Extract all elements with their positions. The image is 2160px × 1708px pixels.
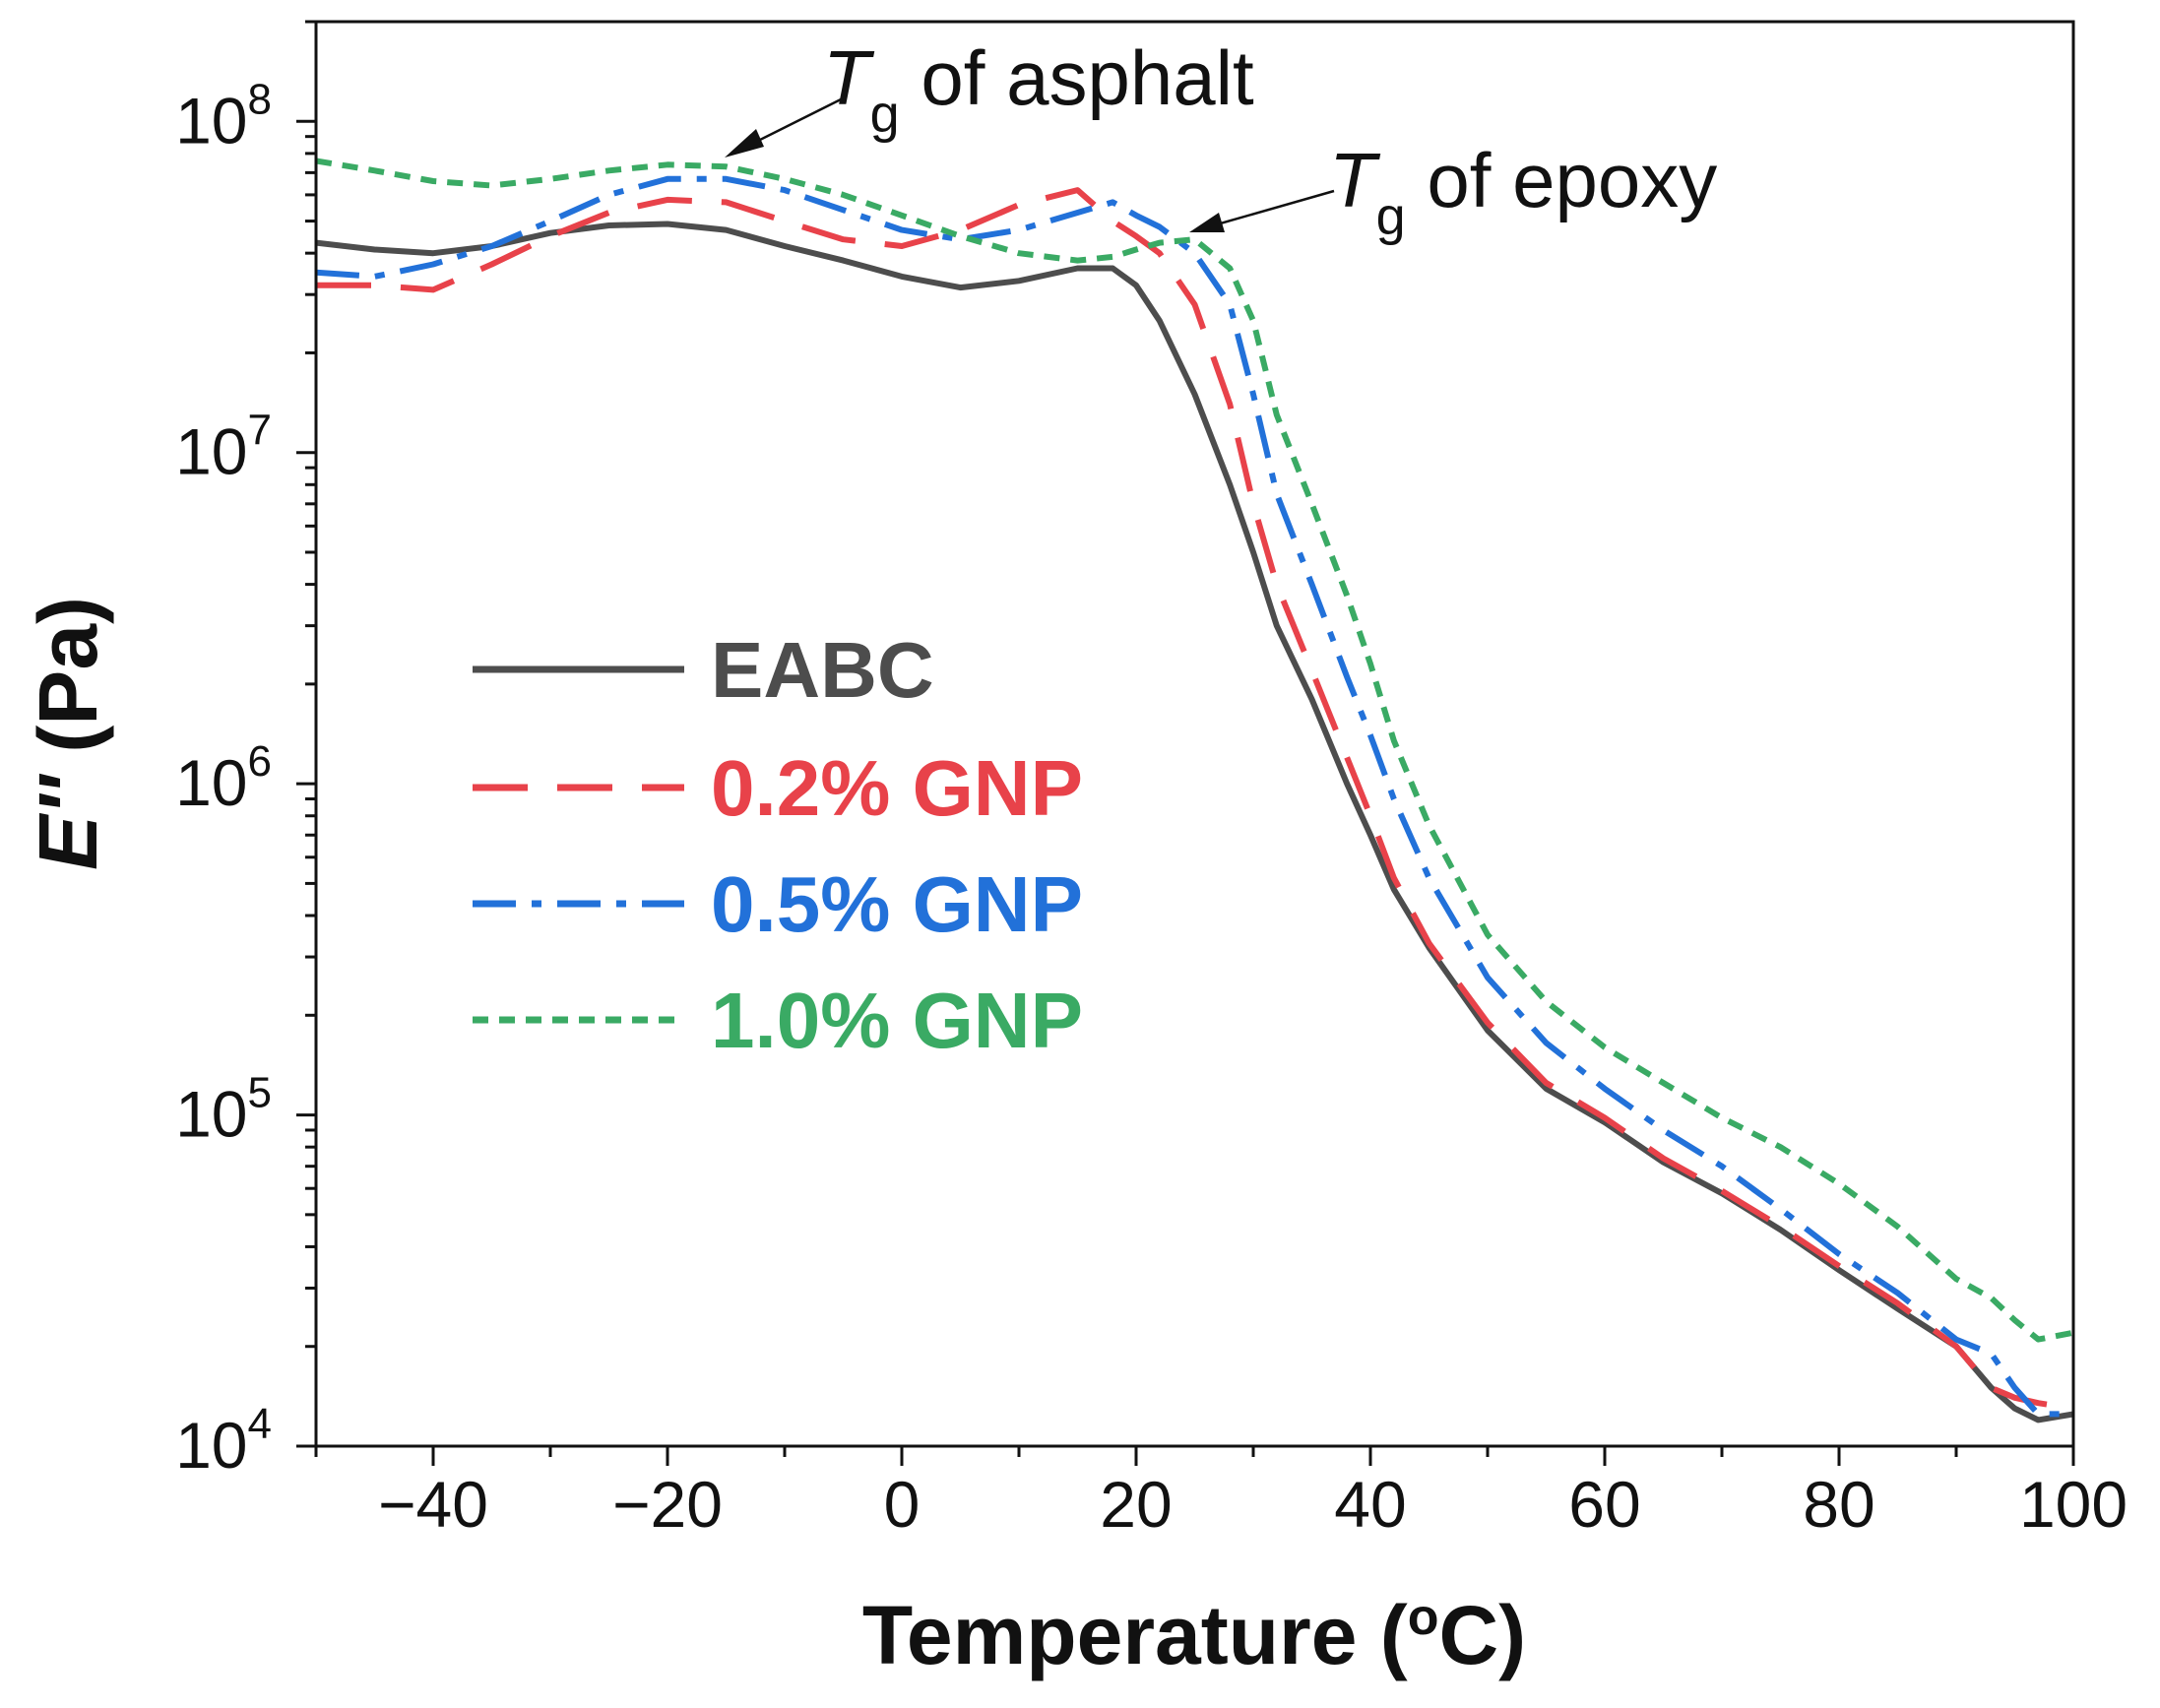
- x-axis-title-unit: C): [1439, 1589, 1527, 1681]
- annotation-tg-epoxy: Tg of epoxy: [1189, 137, 1717, 246]
- x-axis-title-main: Temperature (: [862, 1589, 1408, 1681]
- x-axis-ticks: −40 −20 0 20 40 60 80 100: [314, 1446, 2128, 1541]
- annotation-arrowhead-asphalt: [725, 129, 764, 158]
- series-line-0-5-gnp: [316, 175, 2073, 1418]
- annotation-subscript-asphalt: g: [870, 85, 900, 144]
- y-tick-label: 105: [175, 1069, 272, 1151]
- annotation-subscript-epoxy: g: [1376, 187, 1406, 246]
- annotation-tg-asphalt: Tg of asphalt: [725, 34, 1254, 158]
- annotation-symbol-epoxy: T: [1329, 137, 1381, 223]
- y-tick-base: 10: [175, 1409, 247, 1482]
- y-tick-exponent: 4: [248, 1400, 272, 1448]
- y-tick-base: 10: [175, 415, 247, 488]
- y-axis-title: E'' (Pa): [22, 597, 114, 870]
- y-tick-base: 10: [175, 84, 247, 157]
- x-tick-label: 80: [1803, 1468, 1874, 1541]
- y-axis-title-unit: (Pa): [22, 597, 114, 776]
- x-tick-label: −40: [378, 1468, 488, 1541]
- y-tick-label: 104: [175, 1400, 272, 1482]
- annotation-label-asphalt: Tg of asphalt: [823, 34, 1254, 144]
- annotation-label-epoxy: Tg of epoxy: [1329, 137, 1717, 246]
- legend: EABC 0.2% GNP 0.5% GNP 1.0% GNP: [473, 626, 1083, 1064]
- annotation-text-asphalt: of asphalt: [900, 34, 1254, 121]
- y-tick-label: 107: [175, 407, 272, 488]
- y-tick-label: 108: [175, 75, 272, 157]
- x-tick-label: 20: [1100, 1468, 1172, 1541]
- series-line-1-0-gnp: [316, 158, 2073, 1343]
- y-tick-label: 106: [175, 737, 272, 819]
- x-tick-label: 0: [884, 1468, 921, 1541]
- x-axis-title: Temperature (oC): [862, 1589, 1526, 1681]
- x-tick-label: −20: [612, 1468, 723, 1541]
- series-layer: [316, 158, 2073, 1423]
- x-axis-title-degree: o: [1408, 1589, 1439, 1646]
- y-tick-exponent: 8: [248, 75, 272, 123]
- x-tick-label: 60: [1568, 1468, 1640, 1541]
- annotation-text-epoxy: of epoxy: [1406, 137, 1718, 223]
- x-tick-label: 100: [2019, 1468, 2128, 1541]
- y-tick-exponent: 5: [248, 1069, 272, 1117]
- y-tick-base: 10: [175, 746, 247, 819]
- y-tick-base: 10: [175, 1078, 247, 1151]
- legend-label-0-2-gnp: 0.2% GNP: [711, 744, 1083, 832]
- y-axis-title-main: E'': [22, 773, 114, 870]
- y-tick-exponent: 7: [248, 407, 272, 455]
- annotation-arrow-epoxy: [1202, 189, 1335, 230]
- legend-label-1-0-gnp: 1.0% GNP: [711, 977, 1083, 1064]
- annotation-symbol-asphalt: T: [823, 34, 875, 121]
- plot-frame: [314, 20, 2075, 1448]
- series-line-eabc: [316, 221, 2073, 1423]
- legend-label-0-5-gnp: 0.5% GNP: [711, 860, 1083, 948]
- legend-label-eabc: EABC: [711, 626, 934, 714]
- y-tick-exponent: 6: [248, 737, 272, 786]
- series-line-0-2-gnp: [316, 187, 2073, 1412]
- annotation-arrowhead-epoxy: [1189, 213, 1225, 232]
- x-tick-label: 40: [1334, 1468, 1406, 1541]
